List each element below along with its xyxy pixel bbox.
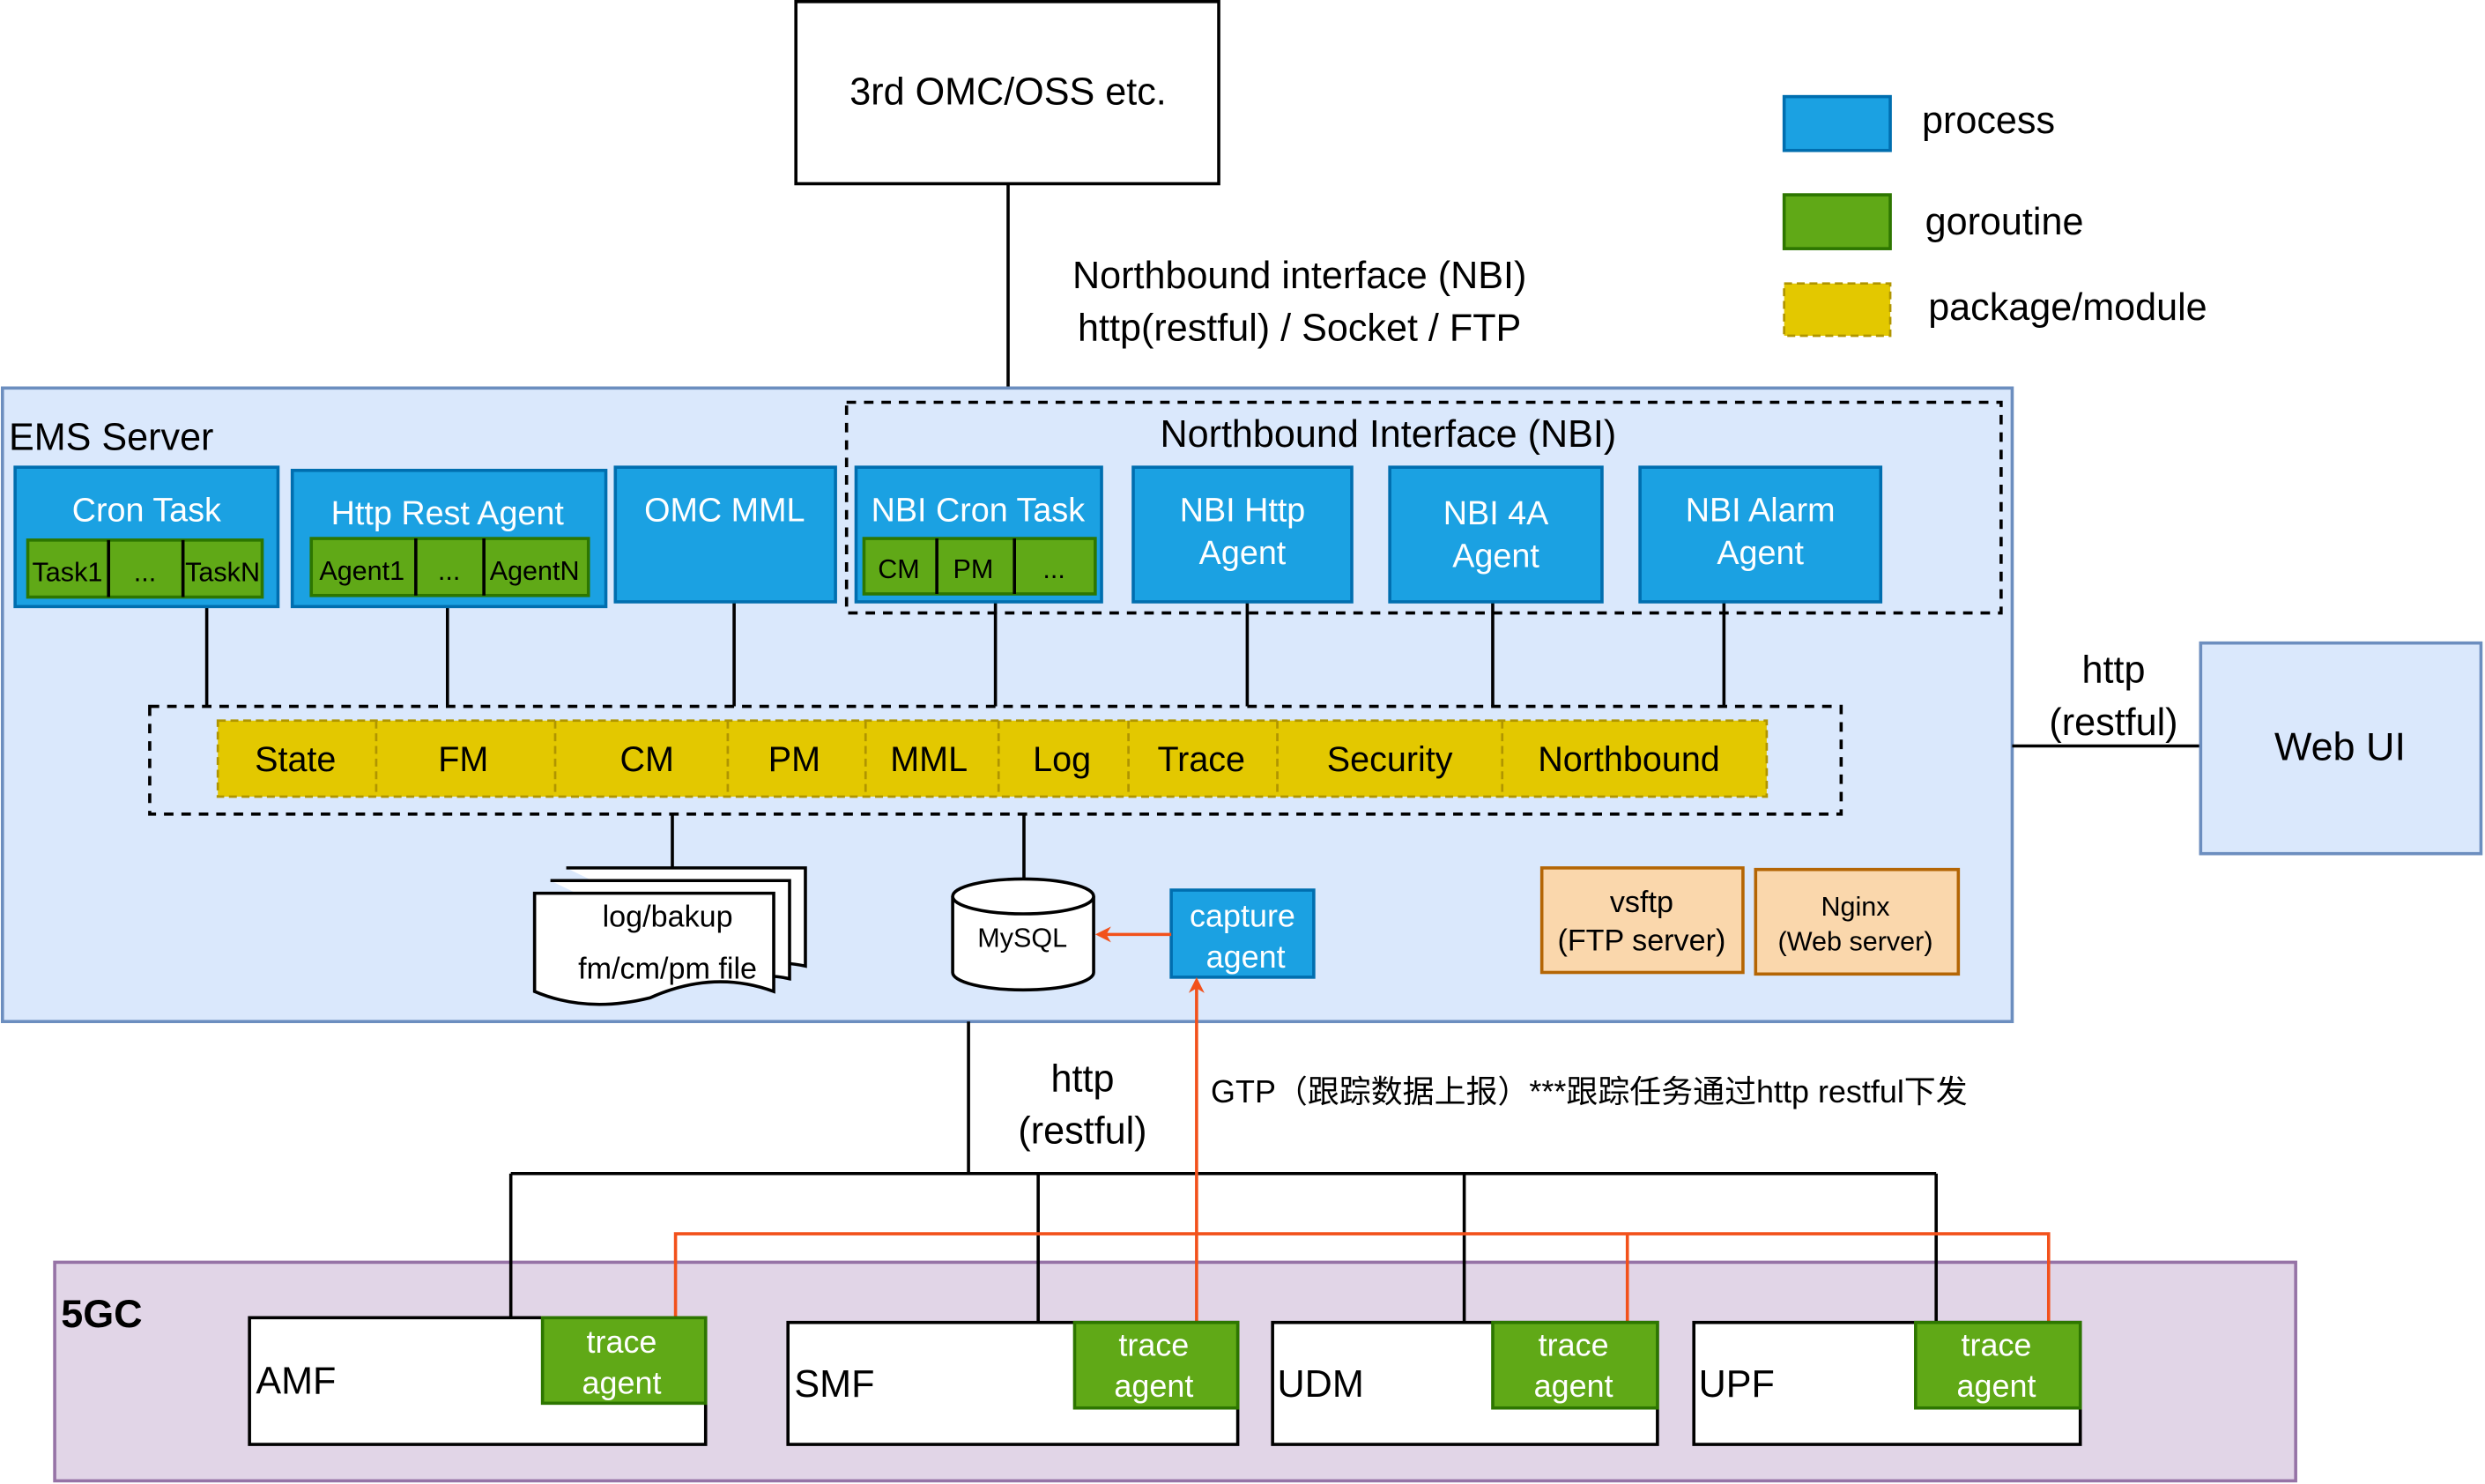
nbi-alarm-agent-subtitle: Agent bbox=[1717, 534, 1804, 571]
vsftp-title: vsftp bbox=[1610, 886, 1673, 919]
legend-package-swatch bbox=[1783, 282, 1892, 338]
nbi-alarm-agent-title: NBI Alarm bbox=[1686, 491, 1836, 528]
nbi-cron-task-title: NBI Cron Task bbox=[872, 491, 1086, 528]
trace-agent-title: trace bbox=[1962, 1326, 2032, 1362]
package-northbound: Northbound bbox=[1538, 740, 1720, 779]
cron-task-title: Cron Task bbox=[72, 491, 221, 528]
nf-smf: SMF trace agent bbox=[786, 1320, 1240, 1446]
nf-upf-label: UPF bbox=[1699, 1363, 1775, 1406]
goroutine-ellipsis: ... bbox=[1042, 554, 1064, 584]
trace-agent-title: trace bbox=[587, 1324, 657, 1360]
process-connectors bbox=[204, 598, 1726, 707]
5gc-title: 5GC bbox=[61, 1291, 142, 1336]
nbi-label: Northbound interface (NBI) bbox=[1072, 255, 1526, 297]
legend-goroutine-swatch bbox=[1782, 193, 1892, 250]
nginx-title: Nginx bbox=[1821, 892, 1889, 922]
nbi-group bbox=[844, 400, 2003, 615]
packages-group bbox=[148, 704, 1843, 816]
package-dividers bbox=[375, 720, 1504, 798]
legend: process goroutine package/module bbox=[1782, 94, 2207, 338]
legend-package-label: package/module bbox=[1928, 286, 2207, 329]
gtp-note: GTP（跟踪数据上报）***跟踪任务通过http restful下发 bbox=[1211, 1073, 1968, 1109]
oss-box: 3rd OMC/OSS etc. bbox=[794, 0, 1220, 186]
files-stack bbox=[532, 866, 807, 1006]
goroutine-task1: Task1 bbox=[33, 558, 103, 588]
mysql-label: MySQL bbox=[977, 924, 1067, 953]
mysql-database bbox=[951, 877, 1095, 992]
trace-agent-title: trace bbox=[1539, 1326, 1609, 1362]
package-fm: FM bbox=[438, 740, 488, 779]
capture-agent-subtitle: agent bbox=[1206, 939, 1286, 975]
nginx-server: Nginx (Web server) bbox=[1754, 867, 1961, 976]
nf-upf: UPF trace agent bbox=[1692, 1320, 2082, 1446]
webui-link-protocol: http bbox=[2082, 649, 2146, 692]
nf-amf: AMF trace agent bbox=[248, 1316, 708, 1446]
trace-agent-subtitle: agent bbox=[1534, 1368, 1613, 1404]
nbi-http-agent-process: NBI Http Agent bbox=[1131, 465, 1354, 604]
south-link-type: (restful) bbox=[1018, 1110, 1146, 1153]
package-pm: PM bbox=[768, 740, 820, 779]
trace-agent-subtitle: agent bbox=[1957, 1368, 2036, 1404]
goroutine-pm: PM bbox=[953, 554, 994, 584]
nbi-cron-task-process: NBI Cron Task CM PM ... bbox=[854, 465, 1103, 604]
capture-agent-process: capture agent bbox=[1169, 888, 1316, 979]
nf-udm-label: UDM bbox=[1278, 1363, 1364, 1406]
package-mml: MML bbox=[890, 740, 968, 779]
trace-agent-subtitle: agent bbox=[582, 1365, 662, 1401]
nf-udm: UDM trace agent bbox=[1271, 1320, 1659, 1446]
legend-process-swatch bbox=[1782, 94, 1892, 152]
nbi-group-title: Northbound Interface (NBI) bbox=[1160, 413, 1616, 456]
legend-process-label: process bbox=[1922, 100, 2055, 142]
nbi-http-agent-title: NBI Http bbox=[1180, 491, 1306, 528]
web-ui-title: Web UI bbox=[2274, 724, 2406, 769]
goroutine-cm: CM bbox=[878, 554, 920, 584]
nbi-protocols: http(restful) / Socket / FTP bbox=[1078, 307, 1521, 349]
http-rest-agent-process: Http Rest Agent Agent1 ... AgentN bbox=[290, 468, 608, 609]
goroutine-taskn: TaskN bbox=[185, 558, 260, 588]
nbi-4a-agent-subtitle: Agent bbox=[1452, 537, 1539, 574]
vsftp-subtitle: (FTP server) bbox=[1557, 924, 1725, 957]
omc-mml-title: OMC MML bbox=[644, 491, 805, 528]
package-security: Security bbox=[1327, 740, 1453, 779]
legend-goroutine-label: goroutine bbox=[1925, 201, 2084, 243]
trace-agent-title: trace bbox=[1118, 1326, 1189, 1362]
nf-smf-label: SMF bbox=[794, 1363, 874, 1406]
webui-link-type: (restful) bbox=[2049, 701, 2177, 744]
nbi-alarm-agent-process: NBI Alarm Agent bbox=[1638, 465, 1883, 604]
nbi-4a-agent-process: NBI 4A Agent bbox=[1388, 465, 1604, 604]
nf-amf-label: AMF bbox=[256, 1361, 336, 1403]
capture-agent-title: capture bbox=[1190, 897, 1295, 933]
omc-mml-process: OMC MML bbox=[613, 465, 837, 604]
oss-label: 3rd OMC/OSS etc. bbox=[849, 71, 1166, 114]
vsftp-server: vsftp (FTP server) bbox=[1539, 866, 1745, 975]
cron-task-process: Cron Task Task1 ... TaskN bbox=[13, 465, 280, 609]
package-cm: CM bbox=[620, 740, 674, 779]
goroutine-agent1: Agent1 bbox=[319, 556, 404, 586]
package-trace: Trace bbox=[1157, 740, 1245, 779]
nbi-http-agent-subtitle: Agent bbox=[1199, 534, 1287, 571]
trace-bus bbox=[673, 976, 2051, 1323]
trace-agent-subtitle: agent bbox=[1114, 1368, 1193, 1404]
files-label-data: fm/cm/pm file bbox=[578, 953, 757, 986]
nf-bus bbox=[508, 1171, 1938, 1323]
goroutine-ellipsis: ... bbox=[134, 558, 156, 588]
web-ui-box: Web UI bbox=[2199, 641, 2483, 856]
nginx-subtitle: (Web server) bbox=[1778, 926, 1933, 956]
package-state: State bbox=[255, 740, 336, 779]
http-rest-agent-title: Http Rest Agent bbox=[331, 494, 565, 531]
south-link-protocol: http bbox=[1051, 1057, 1115, 1100]
nbi-4a-agent-title: NBI 4A bbox=[1443, 494, 1549, 531]
goroutine-ellipsis: ... bbox=[438, 556, 460, 586]
package-log: Log bbox=[1033, 740, 1091, 779]
packages-bar bbox=[216, 719, 1769, 798]
files-label-logs: log/bakup bbox=[603, 900, 733, 933]
goroutine-agentn: AgentN bbox=[490, 556, 580, 586]
ems-server-title: EMS Server bbox=[9, 416, 213, 458]
